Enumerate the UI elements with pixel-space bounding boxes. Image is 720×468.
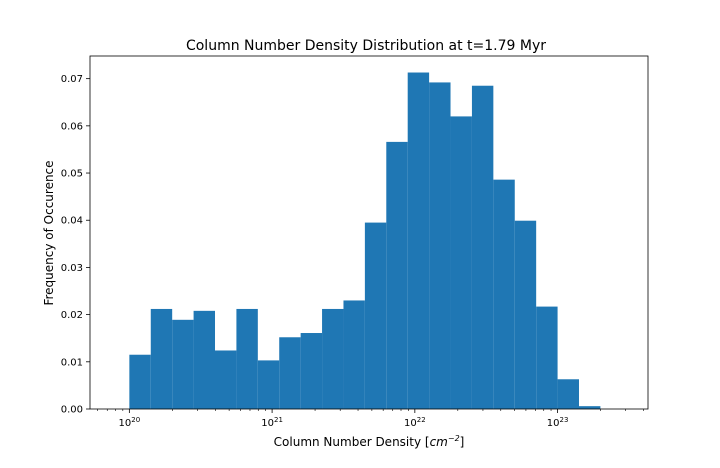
x-tick-label: 1023: [547, 416, 569, 429]
y-axis-ticks: 0.00 0.01 0.02 0.03 0.04 0.05 0.06 0.07: [61, 74, 90, 416]
histogram-bar: [279, 337, 301, 409]
histogram-bar: [450, 116, 472, 409]
histogram-bar: [300, 333, 323, 409]
histogram-bar: [557, 379, 579, 409]
x-tick-label: 1021: [261, 416, 283, 429]
x-axis-title: Column Number Density [cm−2]: [274, 434, 465, 449]
plot-frame: [89, 55, 649, 410]
histogram-bar: [257, 360, 280, 409]
histogram-bar: [364, 222, 387, 409]
histogram-bar: [193, 310, 216, 409]
histogram-bar: [429, 82, 451, 410]
chart-title: Column Number Density Distribution at t=…: [186, 38, 546, 54]
y-axis-title: Frequency of Occurence: [42, 160, 56, 305]
y-tick-label: 0.05: [61, 169, 83, 180]
y-tick-label: 0.07: [61, 74, 83, 85]
histogram-bar: [514, 220, 537, 409]
histogram-bar: [343, 300, 365, 409]
y-tick-label: 0.06: [61, 121, 83, 132]
x-tick-label-base: 10: [119, 418, 132, 429]
x-axis-title-text: Column Number Density [: [274, 435, 430, 449]
x-tick-label-exponent: 21: [274, 416, 283, 424]
x-axis-title-close: ]: [460, 435, 465, 449]
histogram-bar: [236, 308, 258, 409]
histogram-bar: [471, 85, 494, 409]
x-tick-label-exponent: 20: [131, 416, 140, 424]
y-tick-label: 0.04: [61, 216, 83, 227]
y-tick-label: 0.01: [61, 357, 83, 368]
x-axis-title-exponent: −2: [448, 434, 460, 443]
histogram-bars: [129, 72, 601, 410]
x-axis-title-unit: cm: [430, 435, 448, 449]
histogram-bar: [493, 179, 515, 409]
x-axis-ticks: 1020 1021 1022 1023: [119, 409, 569, 429]
histogram-bar: [407, 72, 430, 409]
histogram-bar: [172, 319, 194, 409]
y-tick-label: 0.00: [61, 405, 83, 416]
x-tick-label: 1022: [404, 416, 426, 429]
x-tick-label-base: 10: [404, 418, 417, 429]
histogram-bar: [578, 406, 601, 409]
histogram-bar: [536, 306, 558, 409]
x-tick-label-base: 10: [261, 418, 274, 429]
histogram-bar: [150, 308, 173, 409]
y-tick-label: 0.03: [61, 263, 83, 274]
histogram-bar: [129, 354, 151, 409]
histogram-bar: [215, 350, 237, 409]
histogram-bar: [386, 141, 408, 409]
histogram-bar: [322, 308, 344, 409]
x-tick-label-base: 10: [547, 418, 560, 429]
x-tick-label: 1020: [119, 416, 141, 429]
y-tick-label: 0.02: [61, 310, 83, 321]
x-tick-label-exponent: 22: [417, 416, 426, 424]
x-tick-label-exponent: 23: [559, 416, 568, 424]
